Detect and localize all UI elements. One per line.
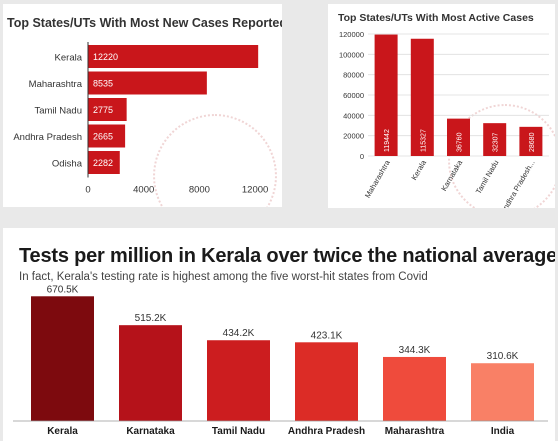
active-cases-chart-title: Top States/UTs With Most Active Cases xyxy=(338,12,534,24)
bar xyxy=(88,98,127,121)
bar xyxy=(383,356,446,421)
data-label: 36760 xyxy=(457,132,464,152)
bar xyxy=(207,340,270,421)
tests-per-million-chart: 670.5K Kerala 515.2K Karnataka 434.2K Tamil N… xyxy=(13,284,548,437)
x-tick-label: 4000 xyxy=(133,185,154,196)
category-label: India xyxy=(491,426,515,437)
category-label: Kerala xyxy=(409,158,428,182)
tests-chart-title: Tests per million in Kerala over twice t… xyxy=(19,245,555,267)
data-label: 119442 xyxy=(384,129,391,152)
data-label: 344.3K xyxy=(399,345,431,356)
bar xyxy=(119,325,182,421)
data-label: 32307 xyxy=(493,132,500,152)
tests-chart-subtitle: In fact, Kerala's testing rate is highes… xyxy=(19,271,428,283)
x-tick-label: 12000 xyxy=(242,185,268,196)
bar xyxy=(483,123,507,156)
y-tick-label: 80000 xyxy=(343,71,364,80)
category-label: Kerala xyxy=(47,426,78,437)
data-label: 8535 xyxy=(93,79,113,89)
x-tick-label: 0 xyxy=(85,185,90,196)
active-cases-chart-panel: Top States/UTs With Most Active Cases 0 2… xyxy=(328,4,555,208)
category-label: Odisha xyxy=(52,159,83,170)
bar xyxy=(410,38,434,156)
category-label: Karnataka xyxy=(126,426,175,437)
category-label: Andhra Pradesh xyxy=(13,132,82,143)
y-tick-label: 0 xyxy=(360,152,364,161)
data-label: 434.2K xyxy=(223,328,255,339)
data-label: 2775 xyxy=(93,105,113,115)
category-label: Maharashtra xyxy=(363,158,392,200)
tests-per-million-chart-panel: Tests per million in Kerala over twice t… xyxy=(3,228,555,441)
bar xyxy=(519,126,543,156)
category-label: Andhra Pradesh xyxy=(288,426,365,437)
bar xyxy=(88,151,120,174)
bar xyxy=(471,363,534,421)
category-label: Maharashtra xyxy=(385,426,445,437)
y-tick-label: 100000 xyxy=(339,50,364,59)
data-label: 515.2K xyxy=(135,313,167,324)
x-tick-label: 8000 xyxy=(189,185,210,196)
category-label: Tamil Nadu xyxy=(474,159,501,196)
bar xyxy=(88,71,207,95)
new-cases-chart: Kerala 12220 Maharashtra 8535 Tamil Nadu 2775… xyxy=(13,42,268,196)
new-cases-chart-panel: Top States/UTs With Most New Cases Repor… xyxy=(3,4,282,207)
bar xyxy=(31,296,94,421)
category-label: Andhra Pradesh... xyxy=(499,159,537,209)
bar xyxy=(295,342,358,421)
new-cases-chart-title: Top States/UTs With Most New Cases Repor… xyxy=(7,16,282,30)
category-label: Maharashtra xyxy=(29,79,83,90)
data-label: 2665 xyxy=(93,132,113,142)
y-tick-label: 60000 xyxy=(343,91,364,100)
data-label: 28680 xyxy=(529,132,536,152)
y-tick-label: 20000 xyxy=(343,132,364,141)
category-label: Tamil Nadu xyxy=(34,106,82,117)
y-tick-label: 120000 xyxy=(339,30,364,39)
data-label: 2282 xyxy=(93,158,113,168)
data-label: 115327 xyxy=(420,129,427,152)
bar xyxy=(88,124,126,148)
bar xyxy=(374,34,398,156)
bar xyxy=(88,45,259,68)
y-tick-label: 40000 xyxy=(343,111,364,120)
data-label: 423.1K xyxy=(311,330,343,341)
data-label: 670.5K xyxy=(47,284,79,295)
active-cases-chart: 0 20000 40000 60000 80000 100000 120000 119442 M… xyxy=(339,30,549,209)
category-label: Kerala xyxy=(55,53,83,64)
bar xyxy=(447,118,470,156)
category-label: Karnataka xyxy=(439,158,464,193)
data-label: 310.6K xyxy=(487,351,519,362)
category-label: Tamil Nadu xyxy=(212,426,265,437)
data-label: 12220 xyxy=(93,52,118,62)
